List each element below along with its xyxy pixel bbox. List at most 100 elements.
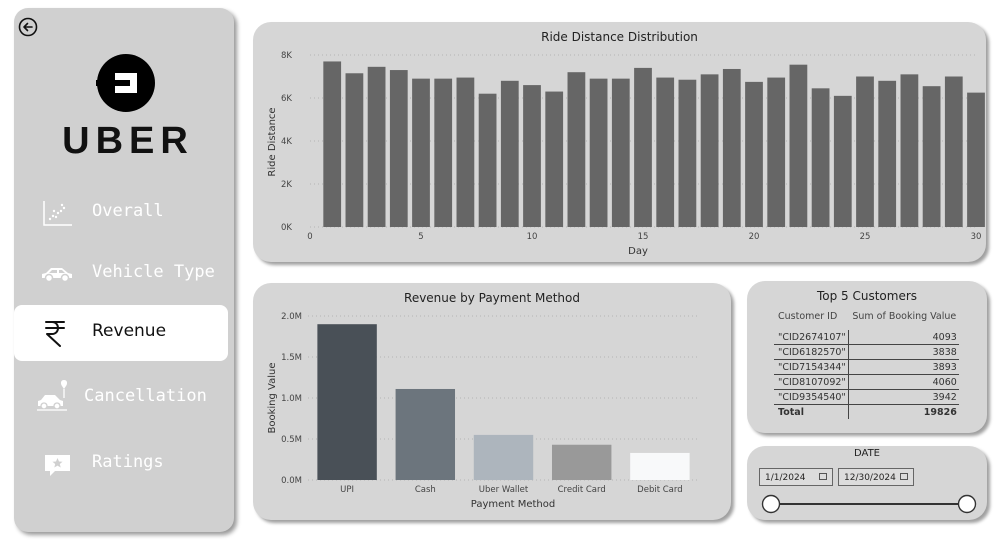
y-tick-label: 1.5M	[281, 353, 302, 363]
ride-bar[interactable]	[789, 64, 808, 227]
top-customers-title: Top 5 Customers	[816, 289, 918, 303]
revenue-bar[interactable]	[395, 388, 456, 480]
ride-bar[interactable]	[678, 79, 697, 227]
ride-bar[interactable]	[478, 93, 497, 227]
ride-bar[interactable]	[523, 85, 541, 227]
end-date-input[interactable]: 12/30/2024	[838, 468, 914, 486]
table-row: "CID8107092" 4060	[774, 374, 959, 390]
ride-bar[interactable]	[922, 86, 941, 227]
nav-vehicle-type-label: Vehicle Type	[92, 262, 215, 282]
revenue-x-axis-label: Payment Method	[471, 499, 555, 510]
slider-start-handle[interactable]	[761, 494, 781, 514]
ride-bar[interactable]	[323, 61, 342, 228]
ride-bar[interactable]	[412, 78, 430, 228]
y-tick-label: 0K	[281, 223, 292, 233]
rupee-icon	[40, 319, 74, 347]
start-date-input[interactable]: 1/1/2024	[759, 468, 833, 486]
slider-end-handle[interactable]	[957, 494, 977, 514]
nav-revenue[interactable]: Revenue	[14, 305, 228, 361]
customer-id-cell: "CID9354540"	[774, 389, 849, 405]
ride-bar[interactable]	[367, 66, 386, 227]
ride-distance-card: Ride Distance Distribution 0K 2K 4K 6K 8K 0 5…	[253, 22, 986, 262]
ride-bar[interactable]	[745, 81, 763, 227]
table-row: "CID2674107" 4093	[774, 330, 959, 345]
ride-bar[interactable]	[567, 72, 586, 227]
total-value: 19826	[923, 406, 957, 418]
x-tick-label: 30	[971, 232, 982, 242]
x-tick-label: Cash	[415, 485, 436, 495]
ride-bar[interactable]	[856, 76, 874, 228]
ride-bar[interactable]	[611, 78, 630, 228]
x-tick-label: Credit Card	[558, 485, 606, 495]
table-row: "CID6182570" 3838	[774, 344, 959, 360]
ride-bar[interactable]	[767, 77, 786, 227]
sidebar: UBER Overall Vehicle Type	[14, 8, 234, 532]
total-row: Total 19826	[774, 404, 959, 419]
booking-value-cell: 4060	[848, 374, 959, 390]
x-tick-label: Uber Wallet	[479, 485, 529, 495]
customer-id-cell: "CID6182570"	[774, 344, 849, 360]
back-arrow-icon[interactable]	[18, 17, 38, 37]
ride-distance-chart: 0K 2K 4K 6K 8K 0 5 10 15 20 25 30 Day Ride Distanc…	[267, 51, 985, 257]
end-date-value: 12/30/2024	[844, 473, 896, 483]
x-tick-label: 10	[527, 232, 538, 242]
ride-bar[interactable]	[389, 70, 408, 227]
ride-bar[interactable]	[345, 73, 364, 228]
calendar-icon[interactable]	[819, 473, 827, 480]
revenue-bar[interactable]	[551, 444, 612, 480]
ride-bar[interactable]	[722, 68, 741, 227]
ride-bar[interactable]	[878, 80, 897, 227]
revenue-y-axis-label: Booking Value	[267, 363, 278, 434]
ride-bar[interactable]	[656, 77, 675, 227]
x-tick-label: 25	[860, 232, 871, 242]
booking-value-cell: 3942	[848, 389, 959, 405]
date-range-slider[interactable]	[747, 490, 987, 520]
nav-vehicle-type[interactable]: Vehicle Type	[14, 246, 228, 302]
ride-bar[interactable]	[700, 74, 719, 227]
booking-value-cell: 4093	[848, 330, 959, 345]
top-customers-card: Top 5 Customers Customer ID Sum of Booki…	[747, 281, 987, 433]
nav-overall[interactable]: Overall	[14, 185, 228, 241]
y-tick-label: 2.0M	[281, 312, 302, 322]
x-tick-label: 0	[307, 232, 312, 242]
booking-value-cell: 3893	[848, 359, 959, 375]
revenue-bar[interactable]	[317, 324, 377, 480]
ride-bar[interactable]	[500, 80, 519, 227]
x-tick-label: 20	[749, 232, 760, 242]
calendar-icon[interactable]	[900, 473, 908, 480]
table-row: "CID9354540" 3942	[774, 389, 959, 405]
ride-bar[interactable]	[900, 74, 919, 227]
car-icon	[40, 260, 74, 288]
nav-cancellation-label: Cancellation	[84, 386, 207, 406]
booking-value-header: Sum of Booking Value	[852, 311, 957, 322]
nav-revenue-label: Revenue	[92, 321, 167, 341]
y-tick-label: 4K	[281, 137, 292, 147]
revenue-bar[interactable]	[630, 452, 690, 480]
ride-bar[interactable]	[456, 77, 475, 227]
uber-logo-icon	[96, 53, 156, 113]
ride-bar[interactable]	[545, 91, 564, 227]
x-tick-label: UPI	[340, 485, 354, 495]
total-label: Total	[774, 404, 849, 419]
booking-value-cell: 3838	[848, 344, 959, 360]
x-tick-label: 5	[418, 232, 423, 242]
customer-id-cell: "CID7154344"	[774, 359, 849, 375]
top-customers-table: Customer ID Sum of Booking Value "CID267…	[774, 308, 959, 419]
table-row: "CID7154344" 3893	[774, 359, 959, 375]
ride-bar[interactable]	[434, 78, 453, 228]
revenue-bar[interactable]	[473, 434, 534, 480]
ride-x-axis-label: Day	[628, 246, 648, 257]
revenue-card: Revenue by Payment Method 0.0M 0.5M 1.0M 1.…	[253, 283, 731, 520]
ride-bar[interactable]	[944, 76, 963, 228]
y-tick-label: 6K	[281, 94, 292, 104]
customer-id-cell: "CID8107092"	[774, 374, 849, 390]
ride-bar[interactable]	[967, 92, 985, 227]
ride-bar[interactable]	[811, 88, 830, 227]
ride-bar[interactable]	[634, 67, 652, 228]
nav-ratings[interactable]: Ratings	[14, 436, 228, 492]
ride-bar[interactable]	[589, 78, 608, 228]
nav-cancellation[interactable]: Cancellation	[14, 370, 228, 426]
ride-bar[interactable]	[833, 95, 852, 227]
date-filter-card: DATE 1/1/2024 12/30/2024	[747, 446, 987, 520]
scatter-chart-icon	[40, 199, 74, 227]
